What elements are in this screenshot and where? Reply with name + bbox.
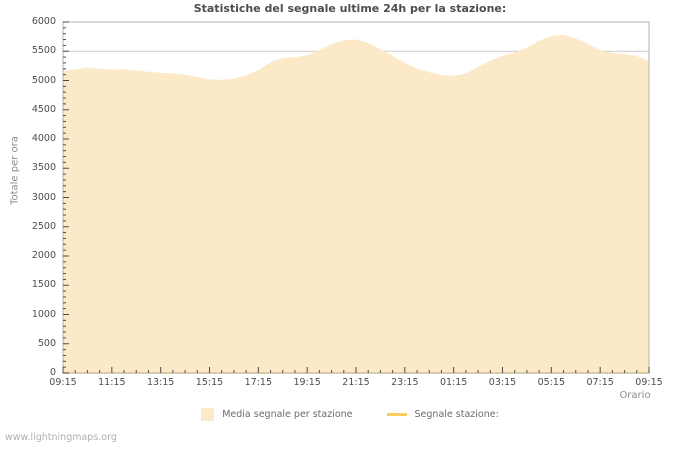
y-tick-label: 3000 <box>31 191 56 203</box>
x-tick-label: 05:15 <box>537 377 566 388</box>
legend-item-line[interactable]: Segnale stazione: <box>386 409 499 420</box>
y-tick-label: 2500 <box>31 220 56 232</box>
y-tick-label: 2000 <box>31 250 56 261</box>
y-tick-label: 4500 <box>31 103 56 115</box>
x-tick-label: 07:15 <box>586 377 614 388</box>
y-tick-label: 0 <box>49 367 56 378</box>
y-tick-label: 1000 <box>31 308 56 320</box>
line-swatch-icon <box>386 413 407 416</box>
y-tick-label: 4000 <box>31 133 56 144</box>
y-tick-label: 5000 <box>31 74 56 86</box>
legend-item-area[interactable]: Media segnale per stazione <box>201 408 353 421</box>
x-tick-label: 09:15 <box>635 377 663 388</box>
chart-title: Statistiche del segnale ultime 24h per l… <box>193 2 507 15</box>
chart-legend: Media segnale per stazione Segnale stazi… <box>0 408 700 421</box>
y-tick-label: 1500 <box>31 279 56 291</box>
y-tick-label: 500 <box>37 337 56 349</box>
x-tick-label: 23:15 <box>391 377 419 388</box>
x-tick-label: 19:15 <box>293 377 321 388</box>
x-tick-label: 17:15 <box>244 377 273 388</box>
x-tick-label: 03:15 <box>488 377 517 388</box>
x-tick-label: 09:15 <box>49 377 77 388</box>
y-tick-label: 6000 <box>31 16 56 27</box>
x-tick-label: 13:15 <box>146 377 175 388</box>
watermark: www.lightningmaps.org <box>5 432 117 443</box>
x-axis-label: Orario <box>619 390 651 401</box>
x-tick-label: 21:15 <box>342 377 370 388</box>
legend-label-area: Media segnale per stazione <box>222 409 353 420</box>
x-tick-label: 01:15 <box>439 377 468 388</box>
area-swatch-icon <box>201 408 215 421</box>
x-tick-label: 11:15 <box>98 377 126 388</box>
legend-label-line: Segnale stazione: <box>414 409 499 420</box>
x-tick-label: 15:15 <box>195 377 224 388</box>
y-tick-label: 5500 <box>31 45 56 57</box>
y-tick-label: 3500 <box>31 162 56 174</box>
